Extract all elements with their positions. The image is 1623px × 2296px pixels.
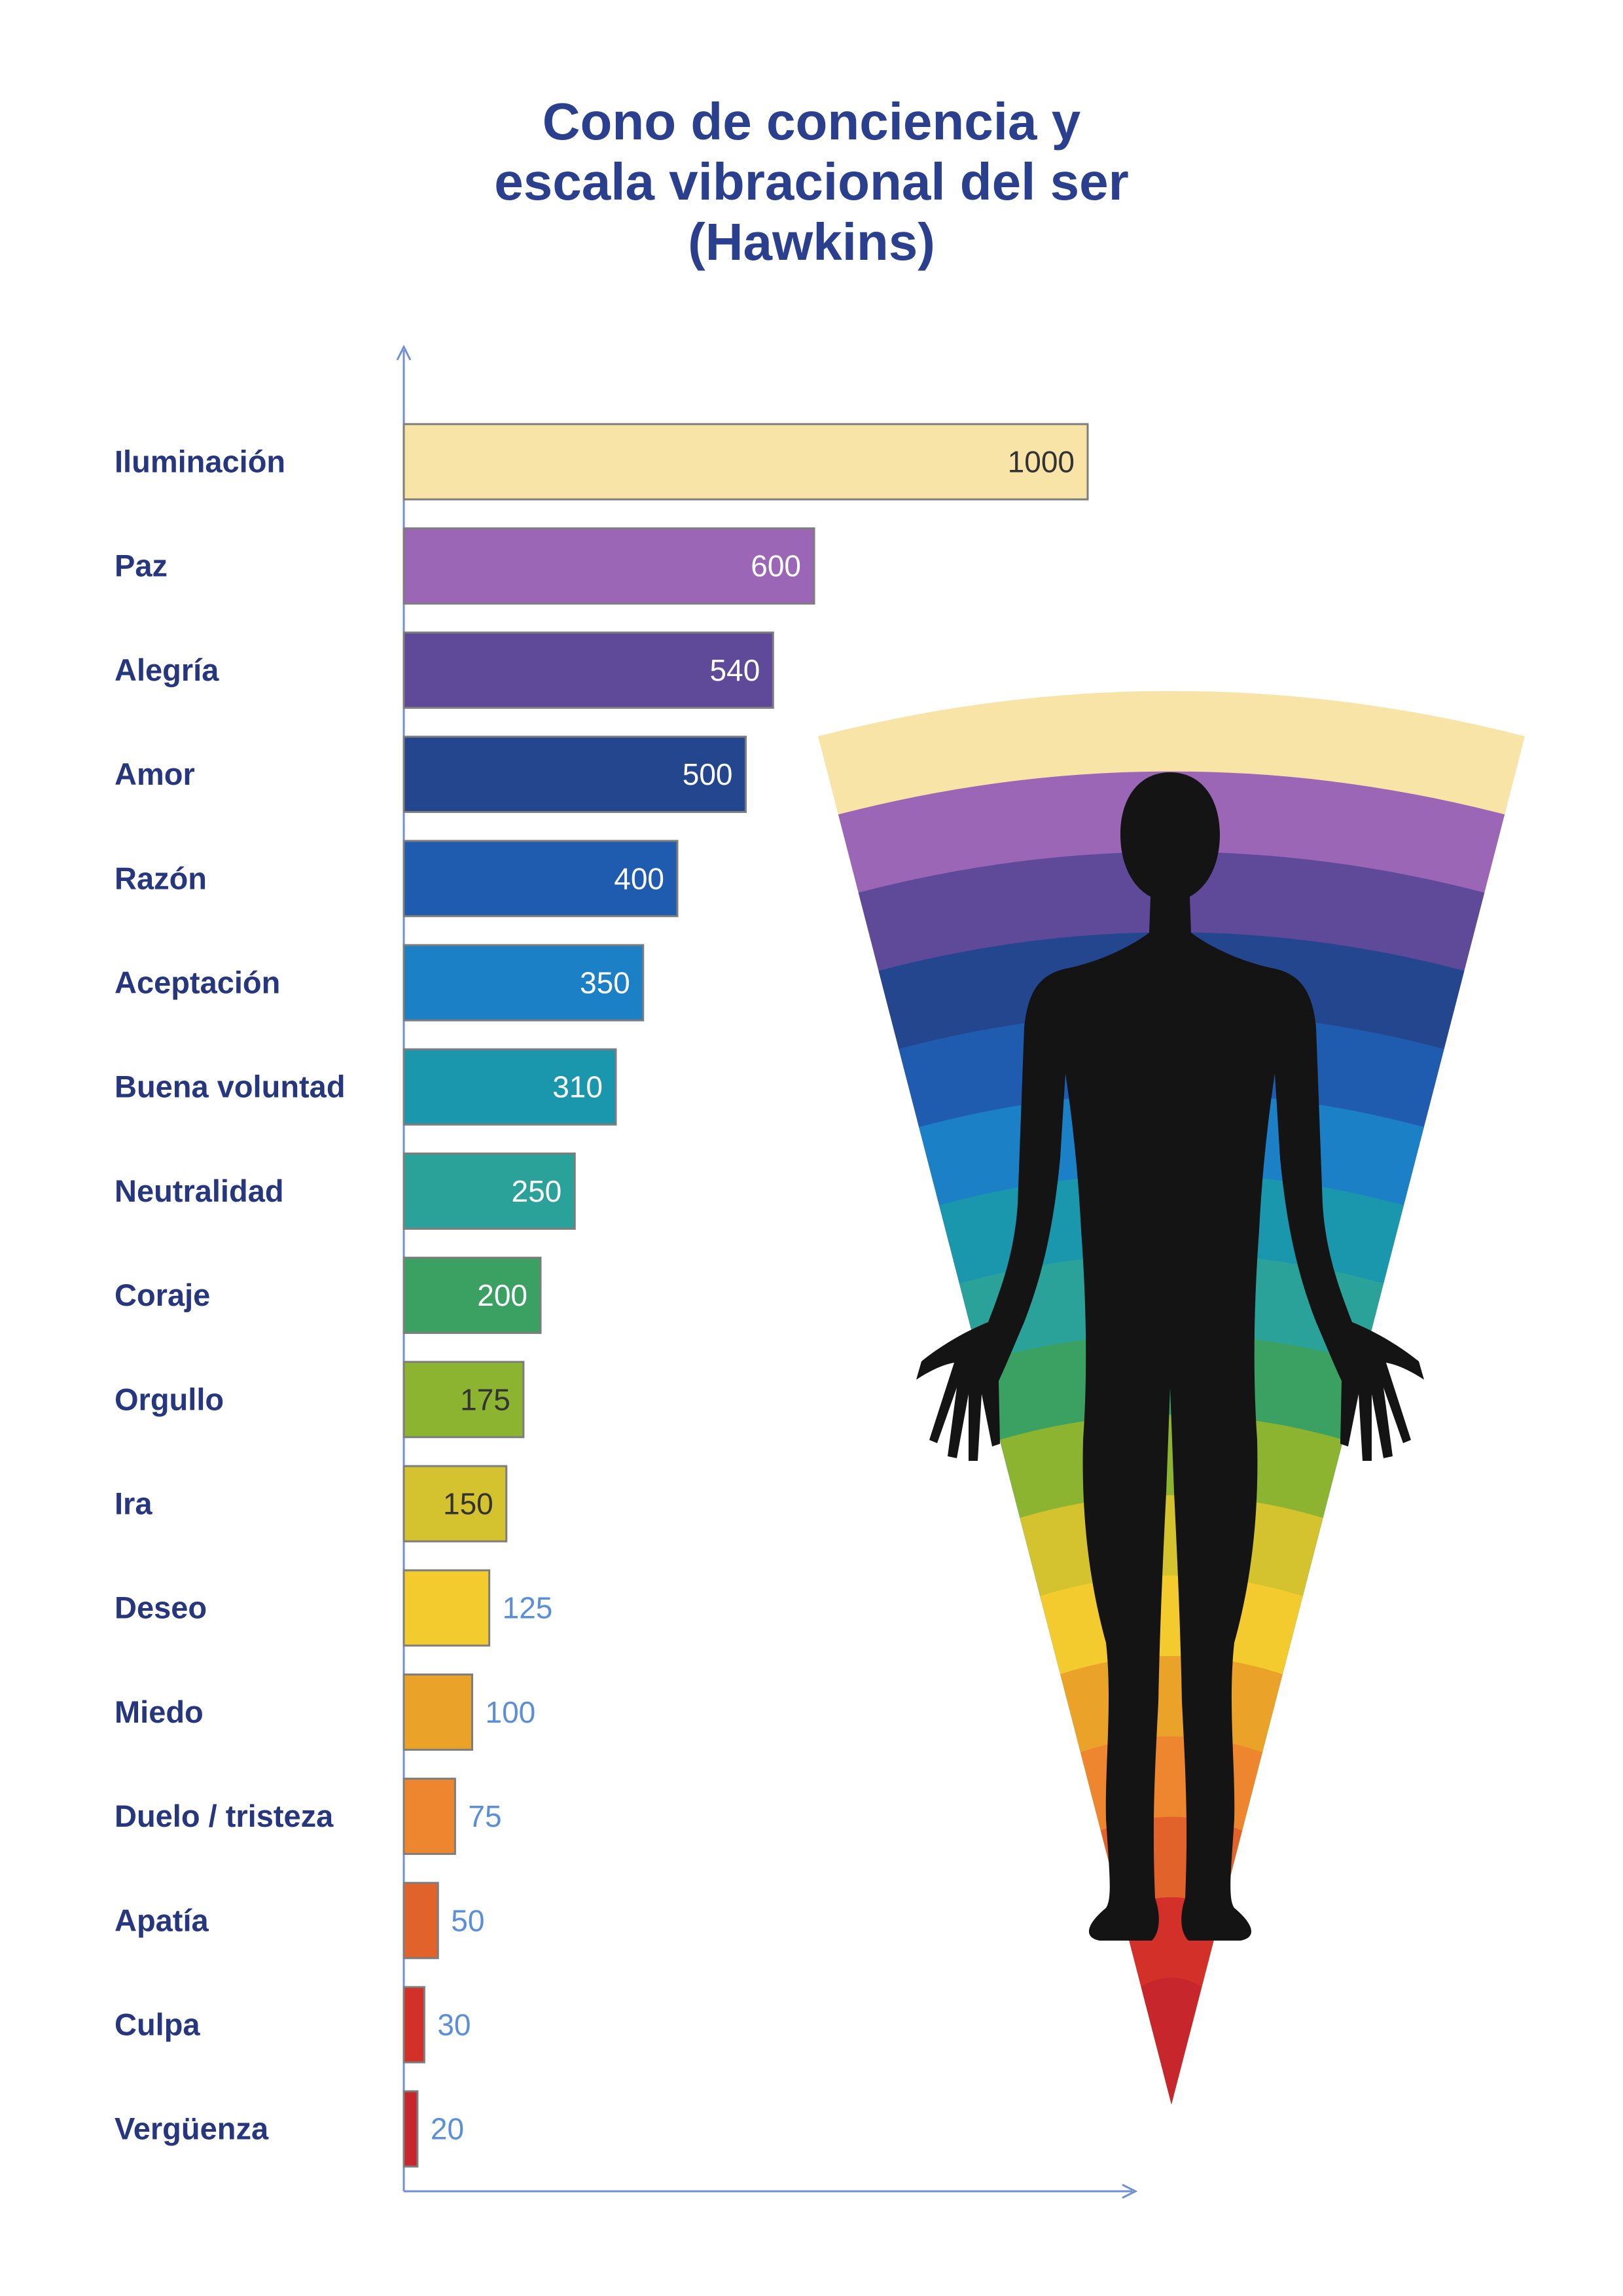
bar-15	[402, 1986, 425, 2064]
bar-3	[402, 736, 747, 814]
bar-4	[402, 840, 679, 918]
bar-5	[402, 944, 645, 1022]
category-label: Paz	[115, 548, 168, 583]
value-labels: 1000 600 540 500 400 350 310 250 200 175 150 125 100…	[431, 445, 1075, 2146]
chart-title-line-2: escala vibracional del ser	[494, 152, 1129, 211]
category-label: Amor	[115, 757, 195, 791]
cone-band-16	[1141, 1977, 1202, 2104]
value-label: 310	[552, 1070, 603, 1104]
value-label: 125	[503, 1591, 553, 1625]
value-label: 200	[477, 1278, 527, 1312]
bar-8	[402, 1257, 542, 1335]
bar-0	[402, 423, 1089, 501]
bar-7	[402, 1152, 576, 1230]
chart-title-line-3: (Hawkins)	[688, 213, 935, 271]
bar-2	[402, 631, 774, 709]
bar-13	[402, 1778, 456, 1856]
bar-9	[402, 1361, 525, 1439]
human-silhouette	[916, 772, 1424, 1941]
bar-12	[402, 1673, 473, 1751]
value-label: 175	[460, 1382, 510, 1416]
value-label: 1000	[1008, 445, 1075, 479]
value-label: 75	[468, 1799, 501, 1833]
bar-10	[402, 1465, 508, 1543]
bars	[402, 423, 1089, 2168]
category-label: Miedo	[115, 1695, 204, 1729]
value-label: 350	[580, 966, 630, 1000]
category-label: Deseo	[115, 1590, 207, 1625]
value-label: 250	[512, 1174, 562, 1208]
value-label: 100	[486, 1695, 536, 1729]
category-label: Culpa	[115, 2007, 200, 2042]
category-label: Apatía	[115, 1903, 209, 1937]
bar-1	[402, 527, 815, 605]
category-label: Ira	[115, 1486, 152, 1521]
value-label: 50	[451, 1903, 484, 1937]
chart-title-line-1: Cono de conciencia y	[542, 92, 1081, 151]
bar-14	[402, 1882, 439, 1960]
y-axis-arrow	[396, 344, 412, 361]
value-label: 540	[710, 653, 760, 687]
category-label: Iluminación	[115, 444, 285, 479]
category-label: Alegría	[115, 653, 219, 687]
category-label: Aceptación	[115, 965, 280, 1000]
category-label: Neutralidad	[115, 1174, 284, 1208]
category-label: Coraje	[115, 1278, 210, 1312]
category-label: Buena voluntad	[115, 1069, 346, 1104]
value-label: 150	[443, 1487, 493, 1521]
bar-11	[402, 1569, 491, 1647]
bar-16	[402, 2090, 419, 2168]
category-label: Vergüenza	[115, 2111, 269, 2146]
category-label: Orgullo	[115, 1382, 224, 1416]
value-label: 20	[431, 2112, 464, 2146]
category-label: Razón	[115, 861, 207, 895]
chart-title: Cono de conciencia y escala vibracional …	[0, 92, 1623, 272]
category-labels: Iluminación Paz Alegría Amor Razón Aceptación…	[115, 444, 346, 2146]
value-label: 400	[614, 861, 664, 895]
category-label: Duelo / tristeza	[115, 1799, 334, 1833]
value-label: 600	[751, 549, 801, 583]
bar-6	[402, 1048, 617, 1126]
value-label: 30	[437, 2008, 471, 2042]
x-axis-arrow	[1122, 2183, 1138, 2199]
value-label: 500	[683, 757, 733, 791]
